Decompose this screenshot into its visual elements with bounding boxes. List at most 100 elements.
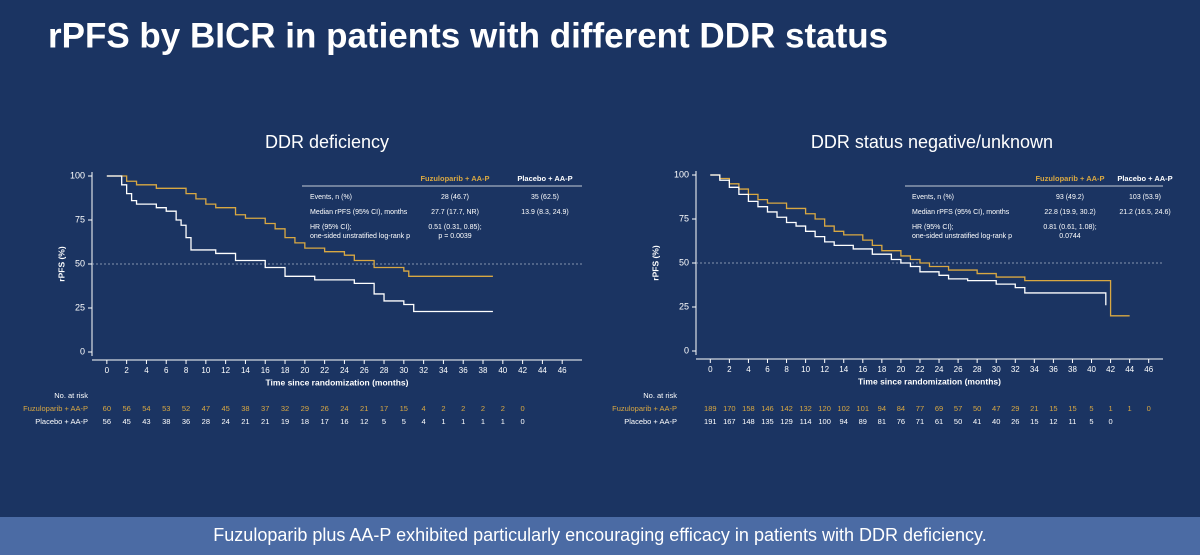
y-tick-label: 75	[75, 214, 85, 224]
at-risk-count: 26	[320, 404, 328, 413]
at-risk-count: 24	[221, 417, 229, 426]
at-risk-count: 12	[1049, 417, 1057, 426]
at-risk-count: 135	[761, 417, 774, 426]
stats-value: 0.81 (0.61, 1.08);	[1043, 224, 1096, 231]
at-risk-count: 4	[422, 404, 426, 413]
x-tick-label: 32	[419, 366, 428, 375]
chart-title: DDR status negative/unknown	[811, 132, 1053, 152]
at-risk-count: 5	[402, 417, 406, 426]
km-curve	[106, 175, 493, 313]
at-risk-count: 11	[1069, 417, 1077, 426]
at-risk-series: Placebo + AA-P	[624, 417, 677, 426]
x-tick-label: 38	[479, 366, 488, 375]
at-risk-count: 2	[441, 404, 445, 413]
at-risk-count: 38	[162, 417, 170, 426]
chart-title: DDR deficiency	[265, 132, 389, 152]
stats-label: Events, n (%)	[912, 194, 954, 201]
at-risk-count: 24	[340, 404, 348, 413]
stats-value: 0.0744	[1059, 233, 1081, 240]
x-tick-label: 28	[380, 366, 389, 375]
km-curve	[106, 175, 493, 277]
x-tick-label: 40	[1087, 365, 1096, 374]
x-tick-label: 20	[300, 366, 309, 375]
at-risk-count: 1	[1108, 404, 1112, 413]
at-risk-count: 102	[837, 404, 850, 413]
y-tick-label: 100	[674, 169, 689, 179]
y-tick-label: 100	[70, 170, 85, 180]
x-axis-label: Time since randomization (months)	[266, 377, 409, 387]
x-tick-label: 10	[801, 365, 810, 374]
x-tick-label: 46	[558, 366, 567, 375]
footer-text: Fuzuloparib plus AA-P exhibited particul…	[213, 525, 986, 545]
x-tick-label: 38	[1068, 365, 1077, 374]
stats-value: 21.2 (16.5, 24.6)	[1119, 209, 1170, 216]
at-risk-count: 142	[780, 404, 793, 413]
stats-value: p = 0.0039	[438, 233, 471, 240]
at-risk-count: 53	[162, 404, 170, 413]
stats-value: 93 (49.2)	[1056, 194, 1084, 201]
y-tick-label: 50	[679, 257, 689, 267]
x-tick-label: 16	[261, 366, 270, 375]
x-tick-label: 6	[765, 365, 770, 374]
at-risk-count: 37	[261, 404, 269, 413]
x-tick-label: 32	[1011, 365, 1020, 374]
at-risk-count: 158	[742, 404, 755, 413]
at-risk-series: Fuzuloparib + AA-P	[612, 404, 677, 413]
at-risk-count: 18	[301, 417, 309, 426]
x-tick-label: 8	[184, 366, 189, 375]
at-risk-count: 15	[1068, 404, 1076, 413]
x-tick-label: 8	[784, 365, 789, 374]
at-risk-count: 1	[1128, 404, 1132, 413]
at-risk-count: 81	[878, 417, 886, 426]
at-risk-count: 15	[400, 404, 408, 413]
at-risk-count: 167	[723, 417, 736, 426]
at-risk-count: 15	[1030, 417, 1038, 426]
at-risk-count: 5	[382, 417, 386, 426]
at-risk-count: 1	[481, 417, 485, 426]
y-tick-label: 0	[80, 346, 85, 356]
at-risk-count: 50	[973, 404, 981, 413]
at-risk-count: 84	[897, 404, 905, 413]
at-risk-count: 50	[954, 417, 962, 426]
x-tick-label: 12	[221, 366, 230, 375]
at-risk-count: 0	[1108, 417, 1112, 426]
at-risk-series: Placebo + AA-P	[35, 417, 88, 426]
y-axis-label: rPFS (%)	[650, 245, 660, 281]
km-curve	[710, 174, 1107, 306]
y-tick-label: 0	[684, 345, 689, 355]
y-tick-label: 50	[75, 258, 85, 268]
x-tick-label: 18	[281, 366, 290, 375]
at-risk-count: 101	[857, 404, 870, 413]
at-risk-count: 60	[103, 404, 111, 413]
at-risk-count: 94	[840, 417, 848, 426]
at-risk-count: 36	[182, 417, 190, 426]
at-risk-count: 0	[1147, 404, 1151, 413]
at-risk-count: 16	[340, 417, 348, 426]
y-tick-label: 75	[679, 213, 689, 223]
y-axis-label: rPFS (%)	[56, 246, 66, 282]
stats-value: 13.9 (8.3, 24.9)	[521, 209, 568, 216]
x-tick-label: 14	[241, 366, 250, 375]
at-risk-count: 5	[1089, 417, 1093, 426]
x-tick-label: 22	[916, 365, 925, 374]
x-tick-label: 14	[839, 365, 848, 374]
x-tick-label: 46	[1144, 365, 1153, 374]
at-risk-series: Fuzuloparib + AA-P	[23, 404, 88, 413]
at-risk-count: 1	[501, 417, 505, 426]
at-risk-count: 15	[1049, 404, 1057, 413]
at-risk-count: 4	[422, 417, 426, 426]
x-tick-label: 34	[439, 366, 448, 375]
at-risk-count: 170	[723, 404, 736, 413]
x-tick-label: 24	[935, 365, 944, 374]
at-risk-count: 54	[142, 404, 150, 413]
at-risk-count: 61	[935, 417, 943, 426]
at-risk-count: 21	[1030, 404, 1038, 413]
at-risk-count: 21	[261, 417, 269, 426]
x-tick-label: 36	[1049, 365, 1058, 374]
stats-header: Placebo + AA-P	[517, 174, 572, 183]
stats-label: HR (95% CI);	[912, 224, 954, 231]
at-risk-count: 47	[202, 404, 210, 413]
at-risk-count: 57	[954, 404, 962, 413]
at-risk-count: 2	[481, 404, 485, 413]
x-tick-label: 24	[340, 366, 349, 375]
